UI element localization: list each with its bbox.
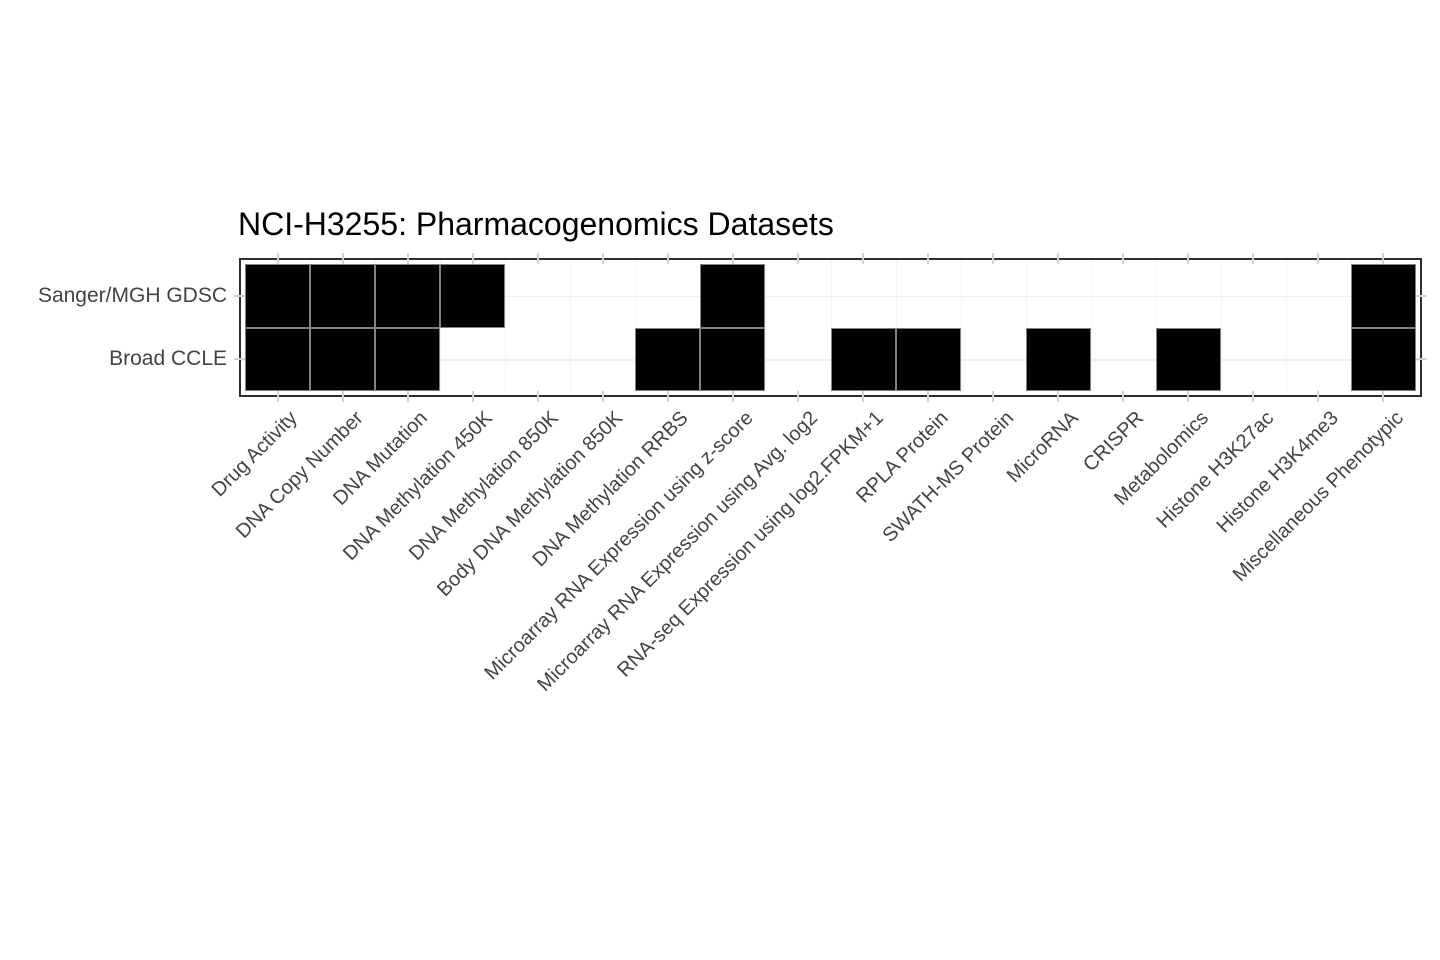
axis-tick [862,391,865,402]
heatmap-cell [245,264,311,328]
axis-tick [927,391,930,402]
axis-tick [406,391,409,402]
heatmap-cell [1155,327,1221,391]
axis-tick [601,253,604,264]
heatmap-cell [1025,327,1091,391]
axis-tick [992,391,995,402]
gridline [505,260,507,395]
chart-title: NCI-H3255: Pharmacogenomics Datasets [238,206,834,242]
axis-tick [536,391,539,402]
y-axis-label: Broad CCLE [109,347,227,371]
axis-tick [731,391,734,402]
axis-tick [1317,391,1320,402]
gridline [241,295,1420,298]
axis-tick [276,391,279,402]
axis-tick [796,253,799,264]
gridline [960,260,962,395]
axis-tick [536,253,539,264]
gridline [765,260,767,395]
heatmap-cell [895,327,961,391]
heatmap-cell [245,327,311,391]
axis-tick [1382,253,1385,264]
axis-tick [1317,253,1320,264]
axis-tick [276,253,279,264]
axis-tick [601,391,604,402]
axis-tick [234,358,245,361]
axis-tick [927,253,930,264]
gridline [1090,260,1092,395]
axis-tick [1187,253,1190,264]
axis-tick [234,294,245,297]
gridline [440,260,442,395]
axis-tick [1416,294,1427,297]
axis-tick [1057,253,1060,264]
x-axis-label: Histone H3K4me3 [1212,407,1343,538]
heatmap-panel [234,253,1427,402]
axis-tick [666,253,669,264]
x-axis-label: Histone H3K27ac [1152,407,1278,533]
axis-tick [862,253,865,264]
axis-tick [731,253,734,264]
gridline [1220,260,1222,395]
heatmap-cell [375,327,441,391]
axis-tick [1252,253,1255,264]
axis-tick [796,391,799,402]
heatmap-cell [1350,264,1416,328]
axis-tick [471,391,474,402]
heatmap-cell [440,264,506,328]
heatmap-cell [310,327,376,391]
axis-tick [1057,391,1060,402]
heatmap-cell [375,264,441,328]
heatmap-cell [310,264,376,328]
axis-tick [992,253,995,264]
axis-tick [1416,358,1427,361]
axis-tick [666,391,669,402]
heatmap-cell [830,327,896,391]
axis-tick [1122,391,1125,402]
heatmap-cell [635,327,701,391]
axis-tick [1122,253,1125,264]
axis-tick [1187,391,1190,402]
heatmap-cell [700,264,766,328]
heatmap-cell [1350,327,1416,391]
axis-tick [1252,391,1255,402]
heatmap-cell [700,327,766,391]
gridline [1285,260,1287,395]
axis-tick [406,253,409,264]
gridline [570,260,572,395]
axis-tick [471,253,474,264]
axis-tick [341,391,344,402]
axis-tick [1382,391,1385,402]
y-axis-label: Sanger/MGH GDSC [37,283,227,307]
axis-tick [341,253,344,264]
